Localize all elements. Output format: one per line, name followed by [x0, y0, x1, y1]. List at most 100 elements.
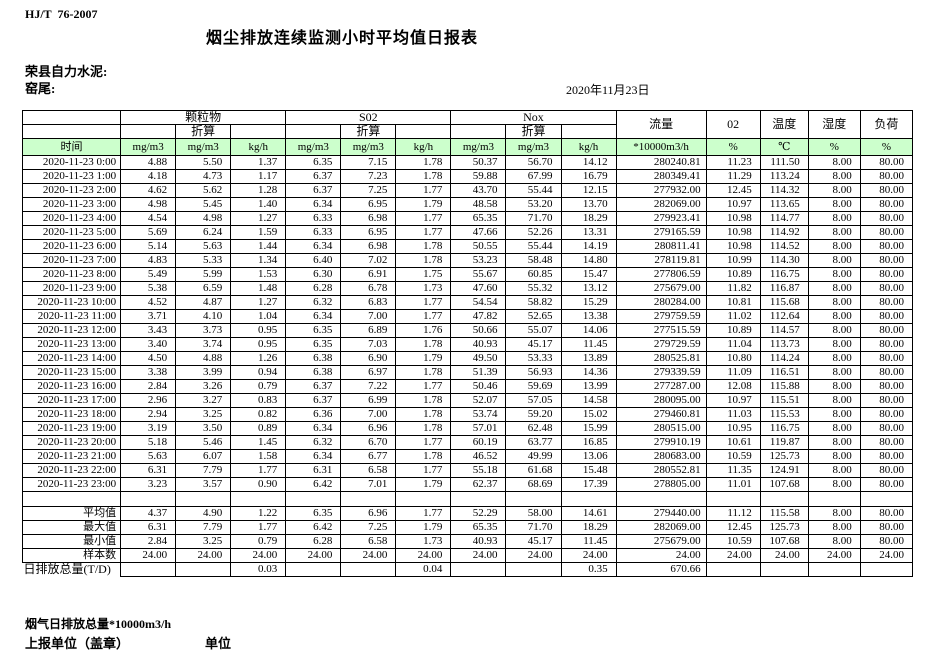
spacer-cell [450, 491, 507, 507]
value-cell: 50.37 [450, 155, 507, 170]
value-cell: 0.89 [230, 421, 287, 436]
value-cell: 80.00 [859, 225, 914, 240]
value-cell: 0.95 [230, 323, 287, 338]
value-cell: 8.00 [807, 407, 861, 422]
header-converted-so2: 折算 [340, 124, 397, 139]
value-cell: 8.00 [807, 253, 861, 268]
value-cell: 13.70 [560, 197, 617, 212]
value-cell: 80.00 [859, 239, 914, 254]
header-units-row: 时间 mg/m3 mg/m3 kg/h mg/m3 mg/m3 kg/h mg/… [21, 138, 914, 156]
value-cell: 1.78 [395, 337, 452, 352]
value-cell: 3.19 [120, 421, 177, 436]
value-cell: 80.00 [859, 197, 914, 212]
unit-humidity: % [807, 138, 861, 156]
value-cell: 55.07 [505, 323, 562, 338]
footer-flow-note: 烟气日排放总量*10000m3/h [25, 617, 172, 631]
value-cell: 8.00 [807, 435, 861, 450]
time-cell: 2020-11-23 20:00 [21, 435, 122, 450]
value-cell: 6.37 [285, 169, 342, 184]
value-cell: 7.23 [340, 169, 397, 184]
value-cell: 55.44 [505, 239, 562, 254]
summary-value-cell [505, 562, 562, 577]
value-cell: 280525.81 [615, 351, 707, 366]
value-cell: 10.98 [705, 239, 761, 254]
time-cell: 2020-11-23 2:00 [21, 183, 122, 198]
unit-load: % [859, 138, 914, 156]
summary-value-cell: 3.25 [175, 534, 232, 549]
value-cell: 11.01 [705, 477, 761, 492]
summary-rows: 平均值 4.37 4.90 1.22 6.35 6.96 1.77 52.29 58.00 14.… [21, 506, 914, 577]
value-cell: 80.00 [859, 421, 914, 436]
unit-temperature: ℃ [759, 138, 809, 156]
value-cell: 6.96 [340, 421, 397, 436]
summary-value-cell: 24.00 [705, 548, 761, 563]
value-cell: 115.68 [759, 295, 809, 310]
value-cell: 114.92 [759, 225, 809, 240]
table-row: 2020-11-23 5:00 5.69 6.24 1.59 6.33 6.95 1.77 4… [21, 225, 914, 240]
value-cell: 3.43 [120, 323, 177, 338]
value-cell: 80.00 [859, 295, 914, 310]
summary-value-cell: 2.84 [120, 534, 177, 549]
value-cell: 1.37 [230, 155, 287, 170]
summary-value-cell: 0.79 [230, 534, 287, 549]
value-cell: 1.75 [395, 267, 452, 282]
value-cell: 8.00 [807, 421, 861, 436]
value-cell: 67.99 [505, 169, 562, 184]
value-cell: 115.51 [759, 393, 809, 408]
table-row: 2020-11-23 11:00 3.71 4.10 1.04 6.34 7.00 1.77… [21, 309, 914, 324]
value-cell: 6.90 [340, 351, 397, 366]
value-cell: 12.15 [560, 183, 617, 198]
value-cell: 7.15 [340, 155, 397, 170]
time-cell: 2020-11-23 22:00 [21, 463, 122, 478]
summary-value-cell: 52.29 [450, 506, 507, 521]
table-row: 2020-11-23 2:00 4.62 5.62 1.28 6.37 7.25 1.77 4… [21, 183, 914, 198]
summary-value-cell: 107.68 [759, 534, 809, 549]
unit-nox-mg: mg/m3 [450, 138, 507, 156]
time-cell: 2020-11-23 4:00 [21, 211, 122, 226]
value-cell: 107.68 [759, 477, 809, 492]
footer-unit-label: 单位 [205, 636, 232, 651]
value-cell: 280515.00 [615, 421, 707, 436]
value-cell: 80.00 [859, 309, 914, 324]
value-cell: 4.88 [175, 351, 232, 366]
time-cell: 2020-11-23 17:00 [21, 393, 122, 408]
header-temperature: 温度 [759, 110, 809, 139]
table-row: 2020-11-23 8:00 5.49 5.99 1.53 6.30 6.91 1.75 5… [21, 267, 914, 282]
value-cell: 0.83 [230, 393, 287, 408]
value-cell: 6.31 [120, 463, 177, 478]
spacer-cell [859, 491, 914, 507]
value-cell: 4.18 [120, 169, 177, 184]
summary-value-cell: 0.03 [230, 562, 287, 577]
value-cell: 47.66 [450, 225, 507, 240]
value-cell: 8.00 [807, 337, 861, 352]
value-cell: 1.77 [395, 379, 452, 394]
value-cell: 10.89 [705, 267, 761, 282]
table-row: 2020-11-23 3:00 4.98 5.45 1.40 6.34 6.95 1.79 4… [21, 197, 914, 212]
spacer-cell [120, 491, 177, 507]
summary-value-cell: 7.79 [175, 520, 232, 535]
value-cell: 5.99 [175, 267, 232, 282]
value-cell: 6.33 [285, 211, 342, 226]
summary-value-cell: 24.00 [615, 548, 707, 563]
summary-row: 最小值 2.84 3.25 0.79 6.28 6.58 1.73 40.93 45.17 11.… [21, 534, 914, 549]
summary-value-cell [120, 562, 177, 577]
value-cell: 6.34 [285, 309, 342, 324]
value-cell: 111.50 [759, 155, 809, 170]
value-cell: 114.32 [759, 183, 809, 198]
value-cell: 17.39 [560, 477, 617, 492]
summary-value-cell [807, 562, 861, 577]
value-cell: 3.99 [175, 365, 232, 380]
value-cell: 4.62 [120, 183, 177, 198]
value-cell: 1.77 [395, 463, 452, 478]
summary-value-cell: 11.45 [560, 534, 617, 549]
summary-value-cell: 65.35 [450, 520, 507, 535]
value-cell: 80.00 [859, 337, 914, 352]
value-cell: 55.18 [450, 463, 507, 478]
header-blank-cell [560, 124, 617, 139]
value-cell: 40.93 [450, 337, 507, 352]
value-cell: 16.85 [560, 435, 617, 450]
summary-row: 日排放总量(T/D) 0.03 0.04 0.35 670.66 [22, 562, 914, 577]
header-converted-row: 折算 折算 折算 [21, 124, 913, 139]
table-row: 2020-11-23 6:00 5.14 5.63 1.44 6.34 6.98 1.78 5… [21, 239, 914, 254]
value-cell: 58.82 [505, 295, 562, 310]
